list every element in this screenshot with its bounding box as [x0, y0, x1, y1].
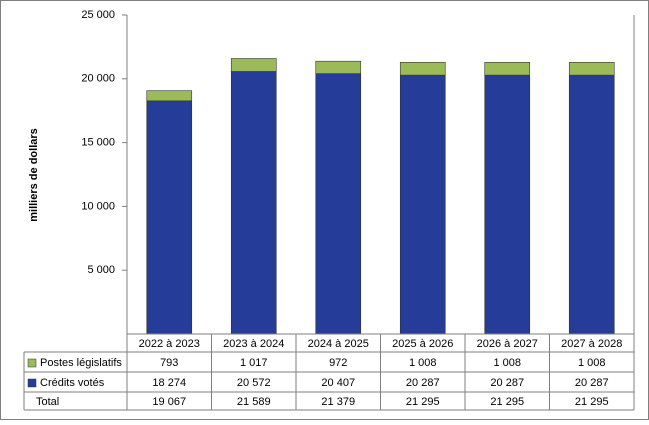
x-tick-label: 2024 à 2025 [308, 338, 369, 350]
legend-label: Postes législatifs [40, 357, 122, 369]
table-value: 20 287 [406, 377, 440, 389]
bar-segment [230, 58, 277, 72]
table-total: 21 295 [406, 396, 440, 408]
x-tick-label: 2022 à 2023 [139, 338, 200, 350]
x-tick-label: 2027 à 2028 [561, 338, 622, 350]
table-value: 1 008 [493, 357, 521, 369]
bar-segment [315, 60, 362, 74]
y-tick-label: 10 000 [81, 200, 115, 212]
table-value: 20 287 [490, 377, 524, 389]
legend-swatch [27, 358, 37, 368]
y-tick-label: 20 000 [81, 73, 115, 85]
table-value: 20 572 [237, 377, 271, 389]
total-label: Total [36, 396, 59, 408]
table-total: 21 295 [490, 396, 524, 408]
x-tick-label: 2026 à 2027 [477, 338, 538, 350]
table-value: 20 287 [575, 377, 609, 389]
bar-segment [230, 71, 277, 335]
bar-segment [484, 74, 531, 335]
table-total: 19 067 [152, 396, 186, 408]
table-total: 21 295 [575, 396, 609, 408]
table-total: 21 589 [237, 396, 271, 408]
table-total: 21 379 [321, 396, 355, 408]
x-tick-label: 2023 à 2024 [223, 338, 284, 350]
bar-segment [315, 73, 362, 335]
bar-segment [399, 61, 446, 76]
table-value: 20 407 [321, 377, 355, 389]
bar-segment [146, 90, 193, 102]
table-value: 1 017 [240, 357, 268, 369]
x-tick-label: 2025 à 2026 [392, 338, 453, 350]
bar-segment [568, 61, 615, 76]
table-value: 1 008 [578, 357, 606, 369]
table-value: 972 [329, 357, 347, 369]
table-value: 1 008 [409, 357, 437, 369]
y-tick-label: 5 000 [87, 264, 115, 276]
y-tick-label: 15 000 [81, 137, 115, 149]
y-axis-label: milliers de dollars [28, 128, 40, 222]
table-value: 18 274 [152, 377, 186, 389]
legend-label: Crédits votés [40, 377, 105, 389]
legend-swatch [27, 378, 37, 388]
table-value: 793 [160, 357, 178, 369]
bar-segment [568, 74, 615, 335]
bar-segment [146, 100, 193, 335]
bar-segment [484, 61, 531, 76]
bar-segment [399, 74, 446, 335]
y-tick-label: 25 000 [81, 9, 115, 21]
